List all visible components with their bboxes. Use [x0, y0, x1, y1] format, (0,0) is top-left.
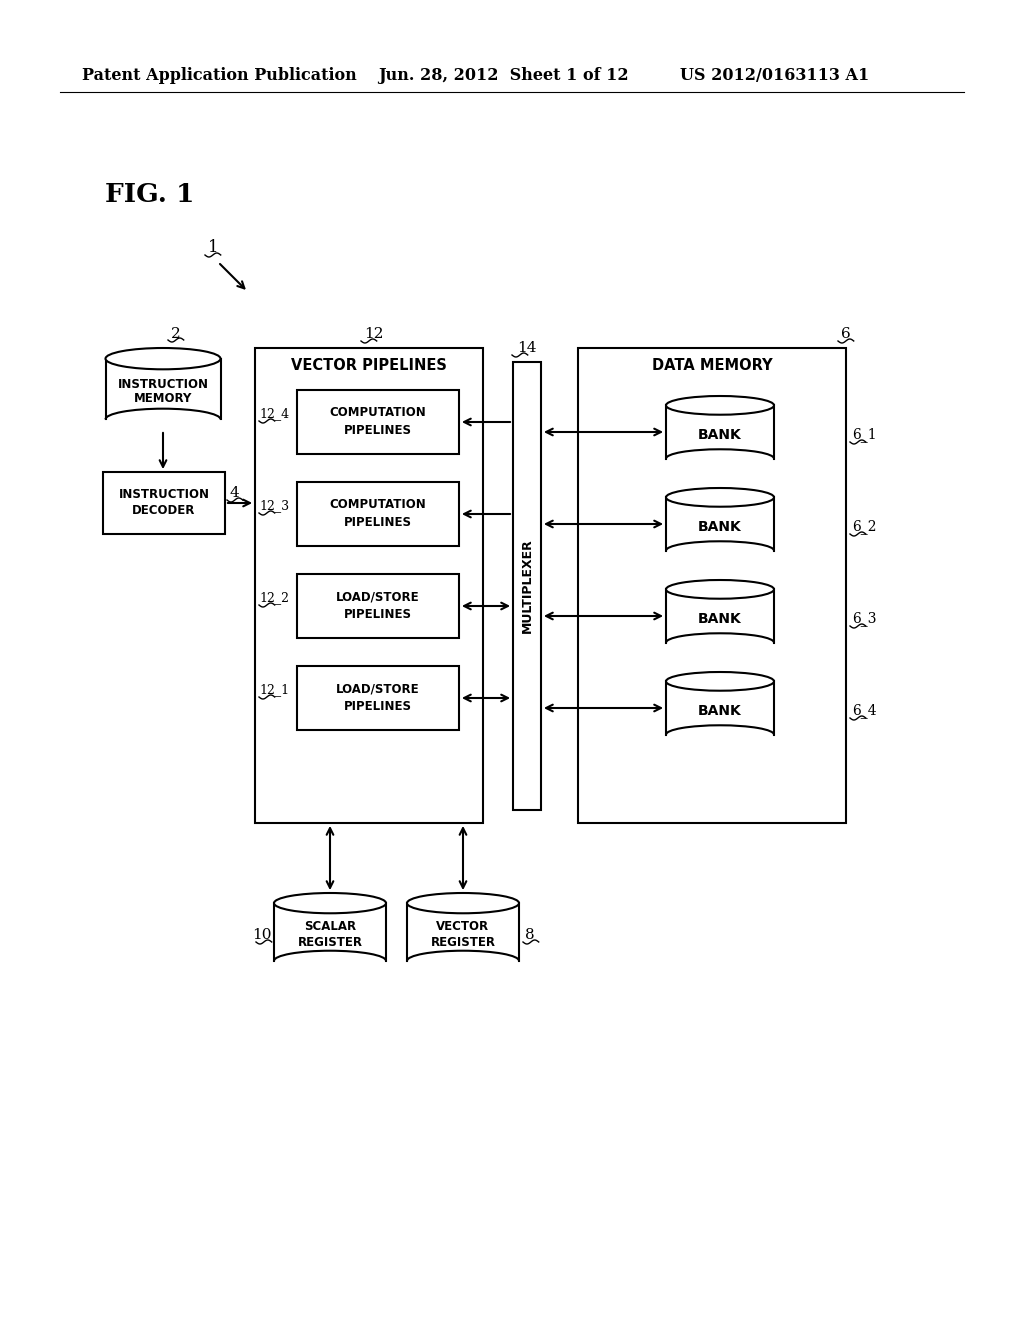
Text: MULTIPLEXER: MULTIPLEXER — [520, 539, 534, 634]
Text: 12: 12 — [364, 327, 384, 341]
Bar — [666, 589, 774, 643]
Text: Patent Application Publication: Patent Application Publication — [82, 66, 356, 83]
Bar — [513, 362, 541, 810]
Ellipse shape — [407, 894, 519, 913]
Text: PIPELINES: PIPELINES — [344, 609, 412, 622]
Bar — [297, 667, 459, 730]
Text: 6_1: 6_1 — [852, 428, 877, 442]
Text: 12_4: 12_4 — [259, 408, 289, 421]
Text: US 2012/0163113 A1: US 2012/0163113 A1 — [680, 66, 869, 83]
Text: BANK: BANK — [698, 612, 741, 626]
Text: VECTOR PIPELINES: VECTOR PIPELINES — [291, 359, 446, 374]
Text: 4: 4 — [229, 486, 239, 500]
Bar — [105, 359, 220, 420]
Ellipse shape — [105, 348, 220, 370]
Bar — [666, 681, 774, 735]
Text: 10: 10 — [252, 928, 271, 942]
Text: 6: 6 — [841, 327, 851, 341]
Text: INSTRUCTION: INSTRUCTION — [118, 378, 209, 391]
Ellipse shape — [666, 672, 774, 690]
Bar — [297, 482, 459, 546]
Text: 6_2: 6_2 — [852, 520, 877, 535]
Text: 2: 2 — [171, 327, 181, 341]
Text: PIPELINES: PIPELINES — [344, 425, 412, 437]
Bar — [407, 903, 519, 961]
Text: INSTRUCTION: INSTRUCTION — [119, 488, 210, 502]
Ellipse shape — [666, 488, 774, 507]
Text: REGISTER: REGISTER — [298, 936, 362, 949]
Text: 6_4: 6_4 — [852, 704, 877, 718]
Text: 8: 8 — [525, 928, 535, 942]
Bar — [666, 405, 774, 458]
Text: LOAD/STORE: LOAD/STORE — [336, 682, 420, 696]
Text: FIG. 1: FIG. 1 — [105, 182, 195, 207]
Ellipse shape — [666, 579, 774, 599]
Bar — [103, 473, 225, 535]
Text: PIPELINES: PIPELINES — [344, 701, 412, 714]
Text: SCALAR: SCALAR — [304, 920, 356, 933]
Text: BANK: BANK — [698, 520, 741, 535]
Bar — [578, 348, 846, 822]
Bar — [297, 574, 459, 638]
Text: Jun. 28, 2012  Sheet 1 of 12: Jun. 28, 2012 Sheet 1 of 12 — [378, 66, 629, 83]
Text: DATA MEMORY: DATA MEMORY — [651, 359, 772, 374]
Text: COMPUTATION: COMPUTATION — [330, 499, 426, 511]
Text: 12_2: 12_2 — [259, 591, 289, 605]
Text: REGISTER: REGISTER — [430, 936, 496, 949]
Text: 12_3: 12_3 — [259, 499, 289, 512]
Text: 12_1: 12_1 — [259, 684, 289, 697]
Text: VECTOR: VECTOR — [436, 920, 489, 933]
Bar — [666, 498, 774, 550]
Text: LOAD/STORE: LOAD/STORE — [336, 590, 420, 603]
Text: BANK: BANK — [698, 704, 741, 718]
Text: MEMORY: MEMORY — [134, 392, 193, 405]
Text: 1: 1 — [208, 239, 219, 256]
Ellipse shape — [666, 396, 774, 414]
Text: BANK: BANK — [698, 428, 741, 442]
Ellipse shape — [274, 894, 386, 913]
Text: COMPUTATION: COMPUTATION — [330, 407, 426, 420]
Text: PIPELINES: PIPELINES — [344, 516, 412, 529]
Text: DECODER: DECODER — [132, 504, 196, 517]
Bar — [255, 348, 483, 822]
Text: 6_3: 6_3 — [852, 611, 877, 627]
Bar — [274, 903, 386, 961]
Bar — [297, 389, 459, 454]
Text: 14: 14 — [517, 341, 537, 355]
